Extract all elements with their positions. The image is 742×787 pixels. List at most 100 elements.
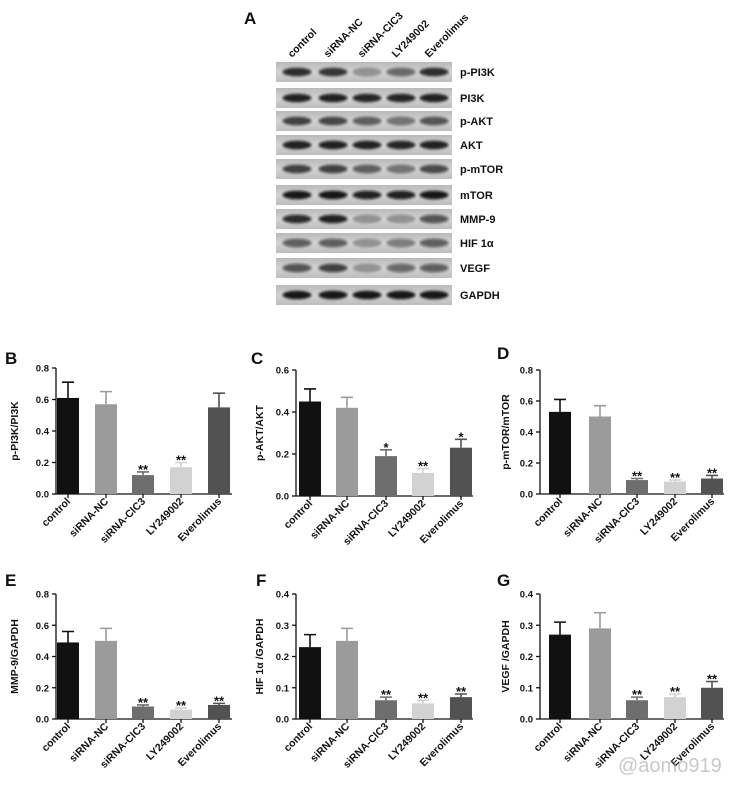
bar	[299, 647, 321, 719]
blot-band	[282, 67, 312, 77]
blot-band	[352, 140, 382, 150]
y-tick-label: 0.6	[36, 621, 49, 632]
blot-row: p-PI3K	[276, 62, 495, 82]
y-tick-label: 0.4	[520, 428, 534, 439]
y-axis-label: p-mTOR/mTOR	[500, 394, 512, 470]
blot-band	[318, 214, 348, 224]
blot-band	[318, 238, 348, 248]
blot-band	[419, 238, 449, 248]
blot-band	[318, 164, 348, 174]
blot-band	[419, 263, 449, 273]
significance-mark: *	[383, 440, 389, 455]
blot-band	[282, 164, 312, 174]
y-axis-label: VEGF /GAPDH	[500, 620, 512, 692]
error-bar	[137, 471, 149, 476]
bar	[626, 700, 648, 719]
chart-panel-c: Cp-AKT/AKT0.00.20.40.6controlsiRNA-NCsiR…	[251, 349, 473, 548]
blot-band	[318, 263, 348, 273]
significance-mark: **	[138, 462, 149, 477]
blot-band	[386, 263, 416, 273]
blot-band	[419, 140, 449, 150]
blot-band	[419, 190, 449, 200]
bar	[336, 640, 358, 719]
y-tick-label: 0.6	[36, 395, 49, 406]
bar	[589, 628, 611, 719]
bar	[57, 642, 79, 719]
bar	[57, 397, 79, 494]
bar	[701, 687, 723, 719]
y-tick-label: 0.2	[276, 450, 289, 461]
significance-mark: **	[381, 687, 392, 702]
bar	[375, 456, 397, 496]
blot-band	[386, 164, 416, 174]
blot-band	[282, 290, 312, 300]
blot-band	[318, 67, 348, 77]
blot-band	[386, 290, 416, 300]
x-tick-label: control	[39, 496, 73, 530]
blot-row: VEGF	[276, 258, 490, 278]
blot-row-label: mTOR	[460, 190, 493, 202]
blot-band	[386, 214, 416, 224]
bar	[132, 475, 154, 494]
blot-row-label: MMP-9	[460, 214, 495, 226]
blot-band	[352, 67, 382, 77]
y-axis-label: p-PI3K/PI3K	[9, 401, 21, 461]
bar	[132, 706, 154, 719]
blot-row-label: p-PI3K	[460, 67, 495, 79]
blot-band	[352, 238, 382, 248]
y-tick-label: 0.3	[276, 621, 289, 632]
chart-panel-b: Bp-PI3K/PI3K0.00.20.40.60.8controlsiRNA-…	[5, 349, 232, 546]
y-tick-label: 0.4	[276, 590, 290, 601]
x-tick-label: control	[281, 721, 315, 755]
panel-letter: D	[497, 344, 509, 363]
y-tick-label: 0.8	[36, 590, 49, 601]
blot-band	[419, 214, 449, 224]
error-bar	[417, 467, 429, 473]
error-bar	[213, 702, 225, 705]
error-bar	[137, 704, 149, 707]
significance-mark: **	[418, 459, 429, 474]
bar	[549, 634, 571, 719]
blot-band	[282, 140, 312, 150]
error-bar	[175, 707, 187, 710]
error-bar	[554, 621, 566, 635]
blot-band	[386, 190, 416, 200]
lane-label: control	[286, 26, 320, 60]
y-tick-label: 0.2	[520, 652, 533, 663]
error-bar	[62, 630, 74, 643]
y-tick-label: 0.4	[276, 408, 290, 419]
blot-band	[318, 190, 348, 200]
blot-band	[386, 116, 416, 126]
error-bar	[706, 474, 718, 479]
error-bar	[631, 696, 643, 701]
y-tick-label: 0.2	[276, 652, 289, 663]
bar	[170, 467, 192, 494]
significance-mark: **	[707, 672, 718, 687]
y-tick-label: 0.4	[520, 590, 534, 601]
bar	[589, 416, 611, 494]
error-bar	[631, 477, 643, 481]
bar	[412, 703, 434, 719]
blot-row-label: AKT	[460, 140, 483, 152]
blot-row: mTOR	[276, 185, 493, 205]
blot-band	[386, 140, 416, 150]
significance-mark: **	[176, 698, 187, 713]
blot-row: AKT	[276, 135, 483, 155]
error-bar	[304, 633, 316, 648]
y-tick-label: 0.3	[520, 621, 533, 632]
significance-mark: **	[138, 695, 149, 710]
significance-mark: **	[670, 684, 681, 699]
bar	[208, 704, 230, 719]
panel-letter: B	[5, 349, 17, 368]
panel-letter: G	[497, 571, 510, 590]
blot-band	[352, 116, 382, 126]
blot-band	[352, 190, 382, 200]
blot-band	[386, 67, 416, 77]
bar	[170, 709, 192, 719]
y-tick-label: 0.2	[36, 683, 49, 694]
blot-band	[318, 116, 348, 126]
